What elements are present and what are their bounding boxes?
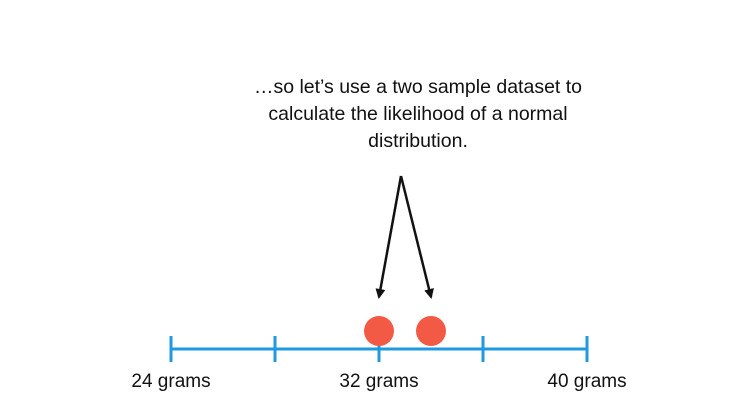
tick-label-40: 40 grams [547,371,626,392]
axis-ticks [169,336,589,362]
sample-point [364,316,394,346]
caption-line-2: calculate the likelihood of a normal [268,103,568,125]
pointer-arrow [399,175,434,299]
sample-point [416,316,446,346]
caption-line-1: …so let’s use a two sample dataset to [253,76,583,98]
tick-label-24: 24 grams [131,371,210,392]
caption-text: …so let’s use a two sample dataset to ca… [0,74,752,155]
axis-labels: 24 grams 32 grams 40 grams [131,371,626,392]
pointer-arrows [375,175,434,299]
tick-label-32: 32 grams [339,371,418,392]
pointer-arrow [375,175,403,299]
caption-line-3: distribution. [368,130,468,152]
sample-points [364,316,446,346]
